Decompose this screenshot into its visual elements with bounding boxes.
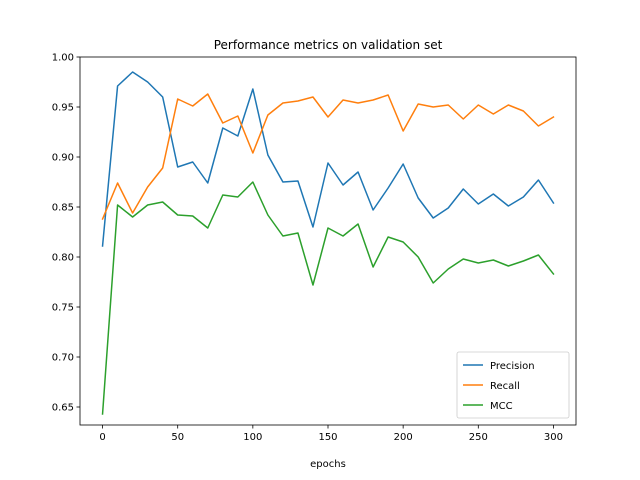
x-tick-label: 250 <box>469 432 488 443</box>
x-tick-label: 50 <box>171 432 184 443</box>
x-tick-label: 300 <box>544 432 563 443</box>
series-line-mcc <box>101 181 555 415</box>
axes: 0 50 100 150 200 250 300 0.65 0.70 0.75 0.80 0.85 0.… <box>52 53 577 443</box>
x-tick-label: 0 <box>99 432 105 443</box>
legend-box <box>456 351 570 419</box>
legend: Precision Recall MCC <box>456 351 570 419</box>
x-axis-label: epochs <box>310 459 346 470</box>
y-tick-label: 0.75 <box>52 303 74 314</box>
series-line-precision <box>101 71 555 247</box>
y-tick-label: 0.90 <box>52 153 74 164</box>
series-line-recall <box>101 93 555 220</box>
legend-label-recall: Recall <box>490 381 520 392</box>
x-tick-label: 200 <box>394 432 413 443</box>
plot-area <box>101 71 555 415</box>
x-tick-label: 100 <box>243 432 262 443</box>
y-tick-label: 0.80 <box>52 253 74 264</box>
chart-title: Performance metrics on validation set <box>214 38 443 52</box>
y-tick-label: 0.85 <box>52 203 74 214</box>
legend-label-mcc: MCC <box>490 401 513 412</box>
legend-label-precision: Precision <box>490 361 535 372</box>
y-tick-label: 1.00 <box>52 53 74 64</box>
x-tick-label: 150 <box>318 432 337 443</box>
y-tick-label: 0.70 <box>52 353 74 364</box>
y-tick-label: 0.95 <box>52 103 74 114</box>
y-tick-label: 0.65 <box>52 403 74 414</box>
